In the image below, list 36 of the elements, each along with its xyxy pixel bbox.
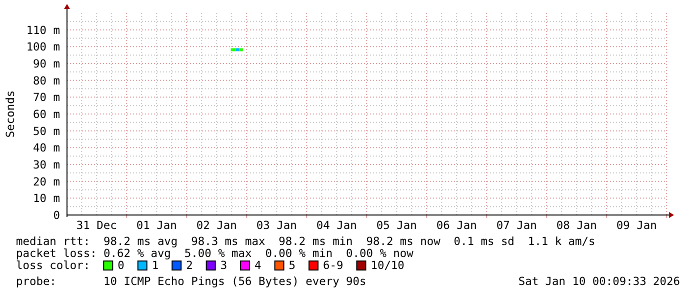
- y-tick-label: 60 m: [33, 108, 60, 121]
- x-tick-label: 31 Dec: [76, 219, 117, 232]
- y-tick-label: 40 m: [33, 142, 60, 155]
- legend-label: 2: [186, 259, 193, 272]
- y-tick-label: 10 m: [33, 192, 60, 206]
- x-tick-label: 01 Jan: [136, 219, 177, 232]
- legend-label: 6-9: [323, 259, 344, 272]
- y-axis-title: Seconds: [4, 90, 17, 138]
- text: probe: 10 ICMP Echo Pings (56 Bytes) every 90s: [16, 275, 366, 288]
- x-tick-label: 03 Jan: [256, 219, 297, 232]
- x-tick-label: 09 Jan: [616, 219, 657, 232]
- text: median rtt: 98.2 ms avg 98.3 ms max 98.2 ms min 98.2 ms now 0.1 ms sd 1.1 k am/s: [16, 235, 596, 248]
- y-tick-label: 50 m: [33, 124, 60, 138]
- y-tick-label: 80 m: [33, 74, 60, 88]
- y-tick-label: 100 m: [26, 40, 60, 54]
- legend-label: 0: [118, 259, 125, 272]
- legend-label: 5: [288, 259, 296, 272]
- legend-label: 4: [254, 259, 262, 272]
- x-tick-label: 08 Jan: [556, 219, 597, 232]
- x-tick-label: 04 Jan: [316, 219, 357, 232]
- y-tick-label: 0: [53, 209, 60, 222]
- x-tick-label: 06 Jan: [436, 219, 477, 232]
- x-tick-label: 02 Jan: [196, 219, 237, 232]
- legend-label: 10/10: [370, 259, 405, 272]
- y-tick-label: 30 m: [33, 158, 60, 172]
- legend-label: 1: [152, 259, 159, 272]
- text: Sat Jan 10 00:09:33 2026: [518, 275, 680, 288]
- x-tick-label: 07 Jan: [496, 219, 537, 232]
- y-tick-label: 110 m: [26, 24, 60, 37]
- y-tick-label: 90 m: [33, 58, 60, 70]
- y-tick-label: 20 m: [33, 175, 60, 188]
- x-tick-label: 05 Jan: [376, 219, 417, 232]
- legend-title: loss color:: [16, 259, 90, 272]
- y-tick-label: 70 m: [33, 91, 60, 104]
- legend-label: 3: [220, 259, 228, 272]
- text: packet loss: 0.62 % avg 5.00 % max 0.00 % min 0.00 % now: [16, 247, 414, 260]
